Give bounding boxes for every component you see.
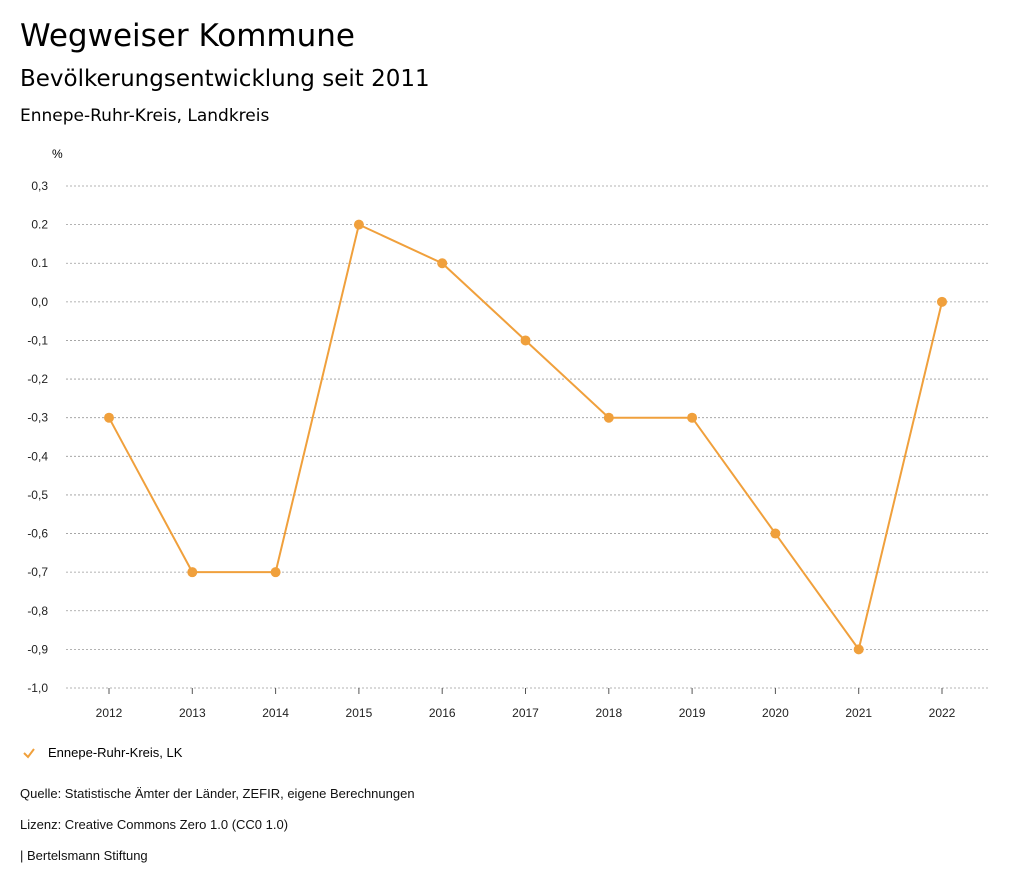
data-point[interactable] bbox=[853, 644, 864, 655]
y-tick-labels: 0,3 0.2 0.1 0,0 -0,1 -0,2 -0,3 -0,4 -0,5 -0,6 -0,7… bbox=[27, 179, 48, 695]
x-tick-label: 2021 bbox=[845, 706, 872, 720]
data-point[interactable] bbox=[104, 412, 114, 423]
data-point[interactable] bbox=[187, 567, 198, 578]
data-point[interactable] bbox=[687, 412, 698, 423]
x-tick-label: 2014 bbox=[262, 706, 289, 720]
license-note: Lizenz: Creative Commons Zero 1.0 (CC0 1… bbox=[20, 817, 289, 832]
y-axis-label: % bbox=[52, 147, 63, 161]
y-tick-label: -0,5 bbox=[27, 488, 48, 502]
data-point[interactable] bbox=[270, 567, 281, 578]
x-tick-label: 2015 bbox=[346, 706, 373, 720]
y-tick-label: -0,9 bbox=[27, 642, 48, 656]
legend-item-label: Ennepe-Ruhr-Kreis, LK bbox=[48, 745, 183, 760]
series-line bbox=[108, 223, 943, 652]
y-tick-label: 0.2 bbox=[31, 218, 48, 232]
data-point[interactable] bbox=[520, 335, 531, 346]
y-tick-label: 0,3 bbox=[31, 179, 48, 193]
line-chart: % 0,3 0.2 0.1 0,0 -0,1 -0,2 -0,3 -0,4 -0,5 -0,6 -0… bbox=[27, 147, 990, 720]
x-tick-label: 2020 bbox=[762, 706, 789, 720]
y-tick-label: -0,2 bbox=[27, 372, 48, 386]
y-tick-label: -1,0 bbox=[27, 681, 48, 695]
y-tick-label: -0,4 bbox=[27, 449, 48, 463]
region-label: Ennepe-Ruhr-Kreis, Landkreis bbox=[20, 106, 270, 126]
chart-subtitle: Bevölkerungsentwicklung seit 2011 bbox=[20, 66, 430, 92]
grid-lines bbox=[66, 185, 990, 689]
y-tick-label: 0.1 bbox=[31, 256, 48, 270]
x-tick-label: 2018 bbox=[595, 706, 622, 720]
y-tick-label: -0,7 bbox=[27, 565, 48, 579]
x-tick-label: 2017 bbox=[512, 706, 539, 720]
chart-title: Wegweiser Kommune bbox=[20, 18, 355, 54]
y-tick-label: -0,8 bbox=[27, 604, 48, 618]
y-tick-label: -0,3 bbox=[27, 411, 48, 425]
data-point[interactable] bbox=[603, 412, 614, 423]
checkmark-icon bbox=[23, 747, 35, 759]
data-point[interactable] bbox=[937, 296, 947, 307]
x-tick-label: 2013 bbox=[179, 706, 206, 720]
x-tick-labels: 2012 2013 2014 2015 2016 2017 2018 2019 2020 2021… bbox=[96, 688, 956, 720]
x-tick-label: 2022 bbox=[929, 706, 956, 720]
y-tick-label: -0,1 bbox=[27, 333, 48, 347]
data-point[interactable] bbox=[770, 528, 781, 539]
x-tick-label: 2016 bbox=[429, 706, 456, 720]
x-tick-label: 2019 bbox=[679, 706, 706, 720]
source-note: Quelle: Statistische Ämter der Länder, Z… bbox=[20, 786, 415, 801]
data-point[interactable] bbox=[353, 219, 364, 230]
series-layer bbox=[104, 219, 947, 655]
legend[interactable]: Ennepe-Ruhr-Kreis, LK bbox=[22, 745, 182, 760]
x-tick-label: 2012 bbox=[96, 706, 123, 720]
y-tick-label: -0,6 bbox=[27, 527, 48, 541]
y-tick-label: 0,0 bbox=[31, 295, 48, 309]
publisher-note: | Bertelsmann Stiftung bbox=[20, 848, 148, 863]
data-point[interactable] bbox=[437, 258, 448, 269]
